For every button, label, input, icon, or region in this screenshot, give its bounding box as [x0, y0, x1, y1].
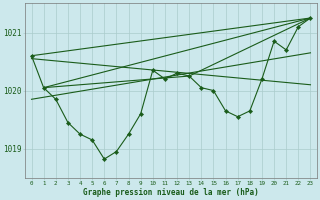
X-axis label: Graphe pression niveau de la mer (hPa): Graphe pression niveau de la mer (hPa) — [83, 188, 259, 197]
